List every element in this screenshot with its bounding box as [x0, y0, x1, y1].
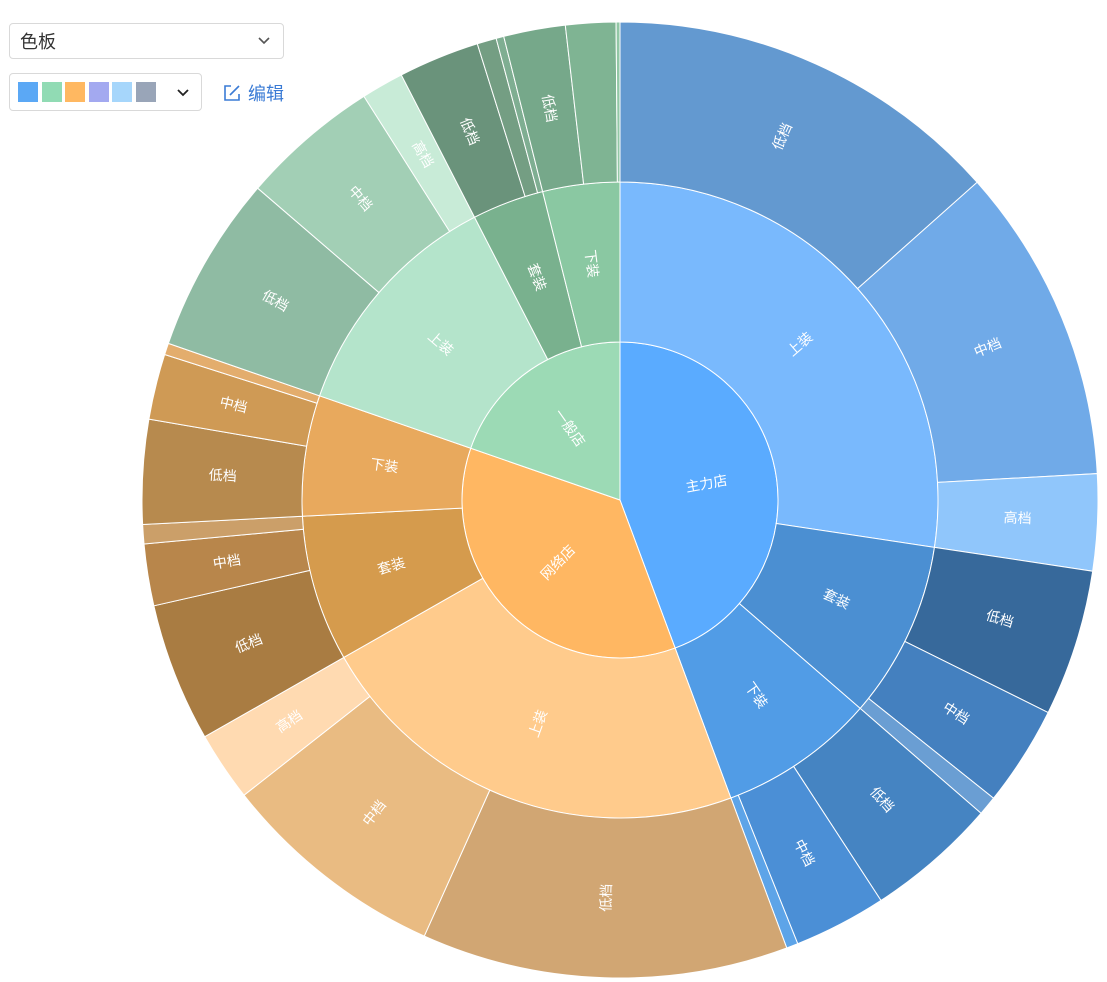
color-palette-select[interactable] — [9, 73, 202, 111]
sunburst-label-1-0-0: 低档 — [599, 884, 616, 913]
sunburst-label-1-1: 套装 — [376, 555, 407, 578]
color-swatch-1 — [18, 82, 38, 102]
color-swatch-2 — [41, 82, 62, 102]
sunburst-label-1-1-1: 中档 — [212, 552, 242, 572]
sunburst-label-1-2-1: 中档 — [218, 394, 249, 416]
color-swatch-6 — [135, 82, 156, 102]
chevron-down-icon — [258, 37, 270, 45]
sunburst-label-2-2: 下装 — [581, 249, 600, 279]
edit-palette-label: 编辑 — [248, 84, 284, 105]
sunburst-label-1-2-0: 低档 — [208, 468, 237, 486]
palette-type-select[interactable]: 色板 — [9, 23, 284, 59]
edit-icon — [224, 85, 240, 101]
sunburst-label-1-2: 下装 — [369, 457, 399, 477]
sunburst-label-0: 主力店 — [685, 473, 729, 496]
edit-palette-button[interactable]: 编辑 — [222, 80, 284, 106]
sunburst-label-2-2-0: 低档 — [538, 93, 559, 123]
sunburst-segment-2-2-2[interactable] — [615, 21, 621, 183]
sunburst-label-0-0-2: 高档 — [1003, 509, 1032, 527]
palette-type-value: 色板 — [20, 32, 56, 53]
color-swatch-3 — [65, 82, 85, 102]
color-swatch-5 — [112, 82, 132, 102]
chevron-down-icon — [177, 89, 189, 97]
color-swatch-4 — [88, 82, 109, 102]
